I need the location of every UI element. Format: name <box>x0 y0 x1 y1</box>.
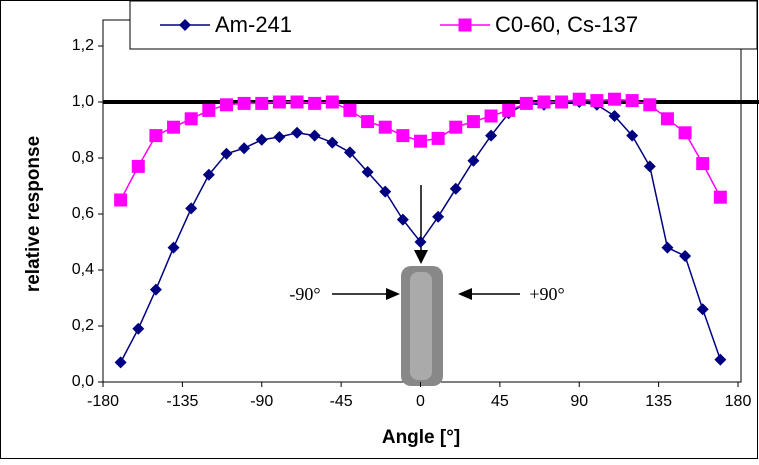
marker <box>643 160 656 173</box>
marker <box>678 126 692 140</box>
marker <box>502 103 516 117</box>
marker <box>396 129 410 143</box>
x-tick-label: 180 <box>725 393 752 410</box>
marker <box>449 120 463 134</box>
x-tick-label: 45 <box>491 393 509 410</box>
marker <box>379 185 392 198</box>
marker <box>696 303 709 316</box>
y-tick-label: 1,2 <box>72 37 94 54</box>
marker <box>432 210 445 223</box>
x-axis-title: Angle [°] <box>382 427 460 448</box>
arrow-head <box>414 250 428 264</box>
marker <box>414 134 427 148</box>
marker <box>431 131 445 145</box>
marker <box>572 92 586 106</box>
marker <box>661 241 674 254</box>
legend-label: Am-241 <box>215 12 292 37</box>
y-tick-label: 0,2 <box>72 317 94 334</box>
marker <box>308 129 321 142</box>
marker <box>378 120 392 134</box>
marker <box>325 95 339 109</box>
marker <box>167 120 181 134</box>
y-axis-title: relative response <box>23 136 44 292</box>
marker <box>202 103 216 117</box>
y-tick-label: 1,0 <box>72 93 94 110</box>
marker <box>660 112 674 126</box>
marker <box>608 110 621 122</box>
marker <box>238 142 251 155</box>
x-tick-label: -90 <box>250 393 273 410</box>
marker <box>308 96 322 110</box>
marker <box>291 126 304 139</box>
marker <box>179 19 191 31</box>
marker <box>149 129 163 143</box>
x-tick-label: -135 <box>166 393 198 410</box>
marker <box>202 168 215 181</box>
marker <box>219 98 233 112</box>
marker <box>272 95 286 109</box>
marker <box>714 353 727 366</box>
marker <box>555 95 569 109</box>
marker <box>167 241 180 254</box>
marker <box>149 283 162 296</box>
marker <box>643 98 657 112</box>
detector-face <box>410 272 432 380</box>
annotation: +90° <box>529 284 564 304</box>
legend: Am-241 C0-60, Cs-137 <box>129 0 758 50</box>
marker <box>185 202 198 215</box>
marker <box>466 115 480 129</box>
marker <box>679 250 692 262</box>
x-tick-label: 0 <box>416 393 425 410</box>
marker <box>361 115 375 129</box>
marker <box>132 322 145 335</box>
marker <box>326 136 339 149</box>
detector <box>332 185 520 386</box>
marker <box>519 96 533 110</box>
marker <box>537 95 551 109</box>
marker <box>458 18 472 32</box>
marker <box>626 129 639 142</box>
marker <box>290 95 304 109</box>
y-tick-label: 0,0 <box>72 373 94 390</box>
marker <box>361 166 374 178</box>
marker <box>343 103 357 117</box>
marker <box>449 182 462 195</box>
arrow-head <box>458 288 472 300</box>
marker <box>396 213 409 226</box>
marker <box>114 193 128 207</box>
marker <box>608 92 622 106</box>
legend-label: C0-60, Cs-137 <box>495 12 638 37</box>
marker <box>485 129 498 142</box>
marker <box>414 236 427 248</box>
x-tick-label: 135 <box>645 393 672 410</box>
x-tick-label: -180 <box>87 393 119 410</box>
marker <box>220 147 233 160</box>
x-tick-label: 90 <box>570 393 588 410</box>
marker <box>255 133 268 146</box>
annotation: -90° <box>289 284 320 304</box>
marker <box>625 94 639 108</box>
marker <box>484 109 498 123</box>
marker <box>255 96 269 110</box>
marker <box>273 131 286 143</box>
marker <box>184 112 198 126</box>
marker <box>237 96 251 110</box>
marker <box>343 146 356 159</box>
marker <box>131 159 145 173</box>
marker <box>467 154 480 167</box>
marker <box>713 190 727 204</box>
y-tick-label: 0,8 <box>72 149 94 166</box>
y-tick-label: 0,4 <box>72 261 94 278</box>
x-tick-label: -45 <box>330 393 353 410</box>
arrow-head <box>386 288 400 300</box>
marker <box>696 157 710 171</box>
y-tick-label: 0,6 <box>72 205 94 222</box>
marker <box>114 356 127 369</box>
marker <box>590 94 604 108</box>
